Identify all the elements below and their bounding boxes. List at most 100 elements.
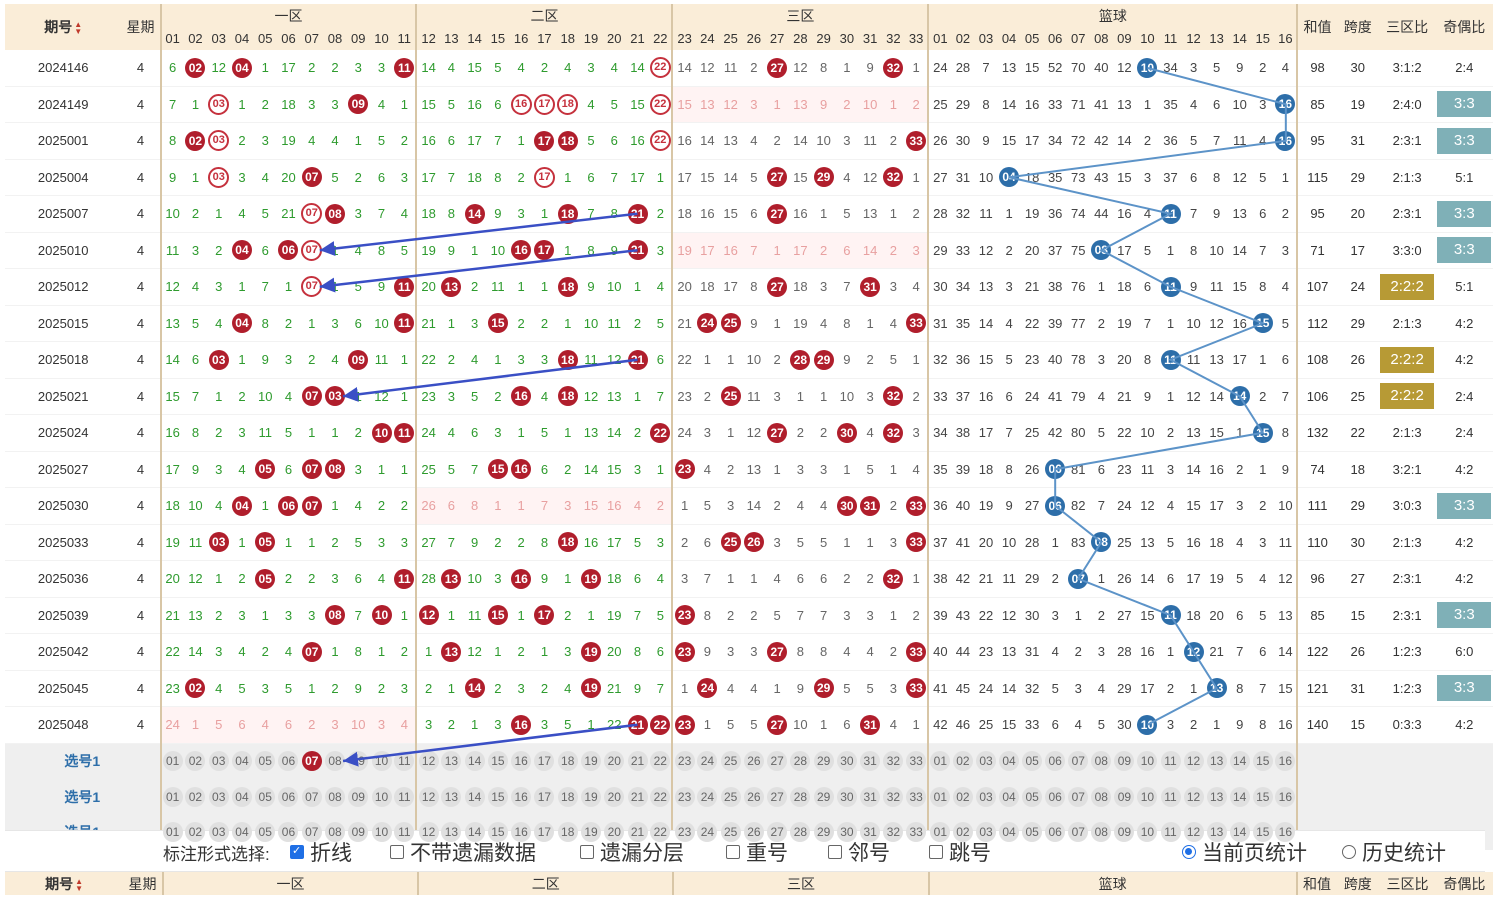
pick-number-cell[interactable]: 13 [439, 743, 463, 779]
pick-red-ball[interactable]: 15 [487, 822, 508, 843]
pick-row-label[interactable]: 选号1 [5, 743, 161, 779]
pick-number-cell[interactable]: 13 [439, 779, 463, 815]
pick-red-ball[interactable]: 03 [208, 786, 229, 807]
pick-number-cell[interactable]: 10 [1135, 779, 1159, 815]
pick-number-cell[interactable]: 08 [323, 779, 347, 815]
pick-number-cell[interactable]: 26 [742, 779, 766, 815]
pick-number-cell[interactable]: 30 [835, 743, 859, 779]
pick-number-cell[interactable]: 23 [671, 743, 696, 779]
pick-red-ball[interactable]: 08 [325, 751, 346, 772]
pick-blue-ball[interactable]: 05 [1022, 822, 1043, 843]
repeat-option[interactable]: 重号 [726, 837, 788, 867]
pick-blue-ball[interactable]: 08 [1091, 751, 1112, 772]
pick-red-ball[interactable]: 01 [162, 786, 183, 807]
pick-blue-ball[interactable]: 16 [1275, 786, 1296, 807]
pick-red-ball[interactable]: 23 [674, 751, 695, 772]
pick-red-ball[interactable]: 04 [231, 751, 252, 772]
pick-red-ball[interactable]: 26 [743, 822, 764, 843]
pick-number-cell[interactable]: 11 [393, 743, 417, 779]
pick-blue-ball[interactable]: 06 [1045, 751, 1066, 772]
pick-blue-ball[interactable]: 11 [1160, 786, 1181, 807]
pick-red-ball[interactable]: 11 [394, 786, 415, 807]
pick-number-cell[interactable]: 15 [486, 779, 510, 815]
pick-number-cell[interactable]: 16 [1274, 779, 1298, 815]
pick-red-ball[interactable]: 07 [301, 751, 322, 772]
pick-red-ball[interactable]: 13 [441, 786, 462, 807]
pick-number-cell[interactable]: 27 [765, 779, 789, 815]
pick-blue-ball[interactable]: 12 [1183, 786, 1204, 807]
pick-red-ball[interactable]: 01 [162, 822, 183, 843]
jump-checkbox[interactable] [929, 845, 943, 859]
pick-red-ball[interactable]: 24 [697, 822, 718, 843]
pick-number-cell[interactable]: 16 [1274, 743, 1298, 779]
pick-red-ball[interactable]: 12 [418, 786, 439, 807]
pick-blue-ball[interactable]: 16 [1275, 751, 1296, 772]
pick-blue-ball[interactable]: 02 [952, 822, 973, 843]
pick-red-ball[interactable]: 21 [627, 751, 648, 772]
pick-red-ball[interactable]: 09 [348, 751, 369, 772]
pick-blue-ball[interactable]: 11 [1160, 751, 1181, 772]
pick-blue-ball[interactable]: 11 [1160, 822, 1181, 843]
pick-number-cell[interactable]: 01 [159, 779, 184, 815]
pick-number-cell[interactable]: 28 [788, 743, 813, 779]
pick-red-ball[interactable]: 27 [767, 786, 788, 807]
pick-number-cell[interactable]: 10 [369, 779, 394, 815]
pick-number-cell[interactable]: 13 [1205, 779, 1229, 815]
pick-blue-ball[interactable]: 14 [1229, 751, 1250, 772]
pick-red-ball[interactable]: 16 [511, 822, 532, 843]
pick-number-cell[interactable]: 04 [230, 743, 254, 779]
pick-number-cell[interactable]: 07 [300, 779, 324, 815]
issue-header-bottom[interactable]: 期号 ▲ ▼ [5, 872, 124, 895]
pick-row-label[interactable]: 选号1 [5, 779, 161, 815]
pick-number-cell[interactable]: 31 [858, 743, 882, 779]
pick-number-cell[interactable]: 12 [415, 779, 440, 815]
line-option[interactable]: 折线 [290, 837, 352, 867]
pick-red-ball[interactable]: 15 [487, 751, 508, 772]
pick-number-cell[interactable]: 15 [1251, 779, 1275, 815]
pick-number-cell[interactable]: 09 [346, 743, 370, 779]
pick-number-cell[interactable]: 21 [625, 779, 650, 815]
pick-red-ball[interactable]: 03 [208, 822, 229, 843]
pick-blue-ball[interactable]: 12 [1183, 751, 1204, 772]
pick-red-ball[interactable]: 31 [860, 751, 881, 772]
pick-number-cell[interactable]: 33 [905, 743, 929, 779]
pick-red-ball[interactable]: 06 [278, 822, 299, 843]
pick-number-cell[interactable]: 14 [463, 743, 487, 779]
pick-number-cell[interactable]: 04 [997, 743, 1021, 779]
pick-blue-ball[interactable]: 09 [1114, 786, 1135, 807]
pick-red-ball[interactable]: 29 [813, 751, 834, 772]
pick-red-ball[interactable]: 09 [348, 822, 369, 843]
pick-blue-ball[interactable]: 03 [976, 786, 996, 807]
layered-option[interactable]: 遗漏分层 [580, 837, 684, 867]
pick-number-cell[interactable]: 05 [253, 779, 277, 815]
layered-checkbox[interactable] [580, 845, 594, 859]
pick-number-cell[interactable]: 14 [463, 779, 487, 815]
pick-number-cell[interactable]: 32 [881, 779, 906, 815]
pick-red-ball[interactable]: 32 [883, 822, 904, 843]
pick-blue-ball[interactable]: 01 [930, 751, 951, 772]
pick-red-ball[interactable]: 15 [487, 786, 508, 807]
pick-red-ball[interactable]: 24 [697, 751, 718, 772]
history-option[interactable]: 历史统计 [1342, 837, 1446, 867]
pick-number-cell[interactable]: 18 [556, 779, 580, 815]
pick-blue-ball[interactable]: 14 [1229, 786, 1250, 807]
pick-blue-ball[interactable]: 07 [1068, 751, 1089, 772]
pick-red-ball[interactable]: 30 [836, 822, 857, 843]
pick-number-cell[interactable]: 06 [1043, 779, 1067, 815]
pick-red-ball[interactable]: 32 [883, 751, 904, 772]
pick-blue-ball[interactable]: 15 [1252, 822, 1273, 843]
pick-number-cell[interactable]: 13 [1205, 743, 1229, 779]
pick-red-ball[interactable]: 02 [185, 786, 206, 807]
pick-number-cell[interactable]: 12 [1182, 743, 1206, 779]
pick-number-cell[interactable]: 11 [1158, 743, 1183, 779]
history-radio[interactable] [1342, 845, 1356, 859]
pick-red-ball[interactable]: 23 [674, 786, 695, 807]
pick-number-cell[interactable]: 16 [509, 743, 533, 779]
pick-number-cell[interactable]: 05 [253, 743, 277, 779]
pick-blue-ball[interactable]: 04 [999, 786, 1020, 807]
pick-red-ball[interactable]: 04 [231, 786, 252, 807]
pick-number-cell[interactable]: 09 [346, 779, 370, 815]
pick-red-ball[interactable]: 23 [674, 822, 695, 843]
pick-red-ball[interactable]: 26 [743, 786, 764, 807]
pick-blue-ball[interactable]: 07 [1068, 786, 1089, 807]
